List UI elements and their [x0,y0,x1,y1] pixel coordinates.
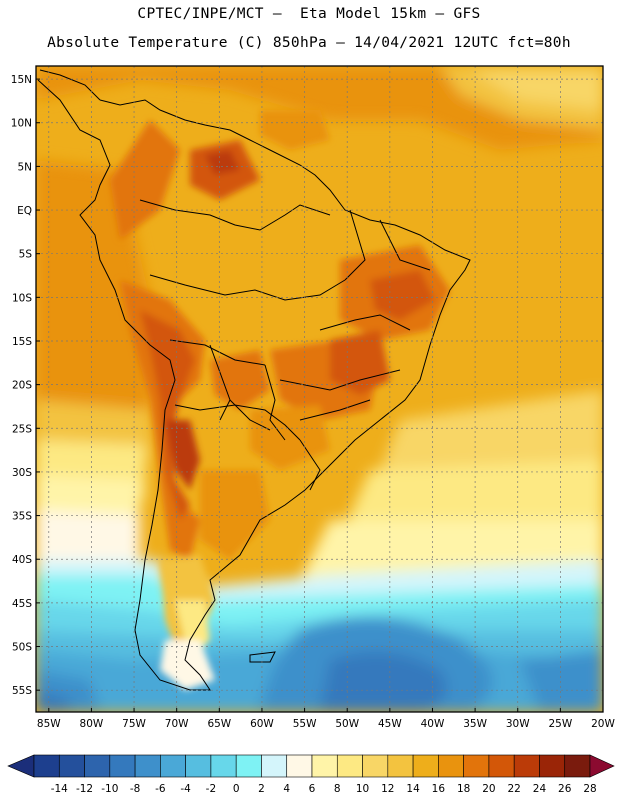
colorbar-swatch [286,754,313,778]
longitude-tick-label: 50W [335,718,359,730]
colorbar-swatch [463,754,490,778]
country-borders [37,69,471,691]
colorbar-swatch [488,754,515,778]
latitude-tick-label: 20S [12,380,32,392]
colorbar-swatch [261,754,288,778]
colorbar-tick-label: 22 [507,783,520,795]
latitude-tick-label: 35S [12,511,32,523]
colorbar-tick-label: -2 [206,783,216,795]
longitude-tick-label: 55W [293,718,317,730]
colorbar-swatch [84,754,111,778]
colorbar-swatch [160,754,186,778]
colorbar-tick-label: 16 [432,783,446,795]
colorbar-tick-label: 14 [406,783,420,795]
latitude-tick-label: 45S [12,598,32,610]
colorbar-swatch [412,754,439,778]
colorbar-swatch [336,754,363,778]
longitude-tick-label: 75W [122,718,146,730]
longitude-tick-label: 30W [506,718,530,730]
longitude-tick-label: 70W [165,718,189,730]
longitude-tick-label: 85W [37,718,61,730]
colorbar-low-arrow [7,754,35,778]
colorbar-tick-label: -12 [76,783,93,795]
colorbar-swatch [58,754,85,778]
latitude-tick-label: 5N [17,161,32,173]
latitude-tick-label: 30S [12,467,32,479]
longitude-tick-label: 45W [378,718,402,730]
colorbar-swatch [362,754,389,778]
longitude-tick-label: 35W [463,718,487,730]
latitude-tick-label: 50S [12,642,32,654]
colorbar-tick-label: 4 [283,783,290,795]
colorbar-swatch [185,754,212,778]
colorbar-tick-label: -4 [180,783,191,795]
colorbar-tick-label: 18 [457,783,470,795]
latitude-tick-label: 10N [11,118,32,130]
temperature-field [36,66,603,712]
longitude-tick-label: 40W [421,718,445,730]
colorbar-tick-label: -6 [155,783,166,795]
colorbar-swatch [210,754,237,778]
longitude-tick-label: 65W [207,718,231,730]
chart-title-line2: Absolute Temperature (C) 850hPa – 14/04/… [47,35,571,51]
colorbar-swatch [235,754,262,778]
longitude-tick-label: 20W [591,718,615,730]
colorbar-tick-label: -8 [130,783,140,795]
colorbar-swatch [513,754,540,778]
longitude-tick-label: 80W [80,718,104,730]
colorbar-tick-label: 2 [258,783,265,795]
colorbar-labels: -14 -12 -10 -8 -6 -4 -2 0 2 4 6 8 10 12 14 16 18 20 22 24 26… [51,783,597,795]
colorbar-swatch [539,754,566,778]
colorbar-swatch [109,754,136,778]
chart-title-line1: CPTEC/INPE/MCT – Eta Model 15km – GFS [137,6,481,22]
latitude-tick-label: 15S [12,336,32,348]
colorbar-tick-label: 10 [356,783,369,795]
latitude-axis: 15N 10N 5N EQ 5S 10S 15S 20S 25S 30S 35S 40S 45S 50S 5… [11,74,40,697]
colorbar-tick-label: 24 [533,783,547,795]
latitude-tick-label: 55S [12,685,32,697]
colorbar-tick-label: 26 [558,783,572,795]
colorbar-swatch [33,754,60,778]
colorbar-high-arrow [589,754,615,778]
latitude-tick-label: 5S [19,249,33,261]
colorbar-tick-label: 0 [233,783,240,795]
latitude-tick-label: 40S [12,554,32,566]
colorbar-swatch [134,754,161,778]
latitude-tick-label: EQ [17,205,32,217]
map-frame [35,65,604,713]
colorbar-swatch [438,754,464,778]
colorbar-tick-label: 6 [309,783,316,795]
latitude-tick-label: 10S [12,292,32,304]
longitude-tick-label: 25W [548,718,572,730]
latitude-tick-label: 15N [11,74,32,86]
latitude-tick-label: 25S [12,423,32,435]
colorbar-tick-label: 8 [334,783,341,795]
colorbar-tick-label: -10 [101,783,118,795]
colorbar-swatch [311,754,338,778]
colorbar-tick-label: 12 [381,783,394,795]
colorbar-tick-label: -14 [51,783,68,795]
longitude-axis: 85W 80W 75W 70W 65W 60W 55W 50W 45W 40W 35W 30W 25W 2… [37,708,615,730]
colorbar [7,754,615,778]
colorbar-tick-label: 28 [583,783,596,795]
colorbar-tick-label: 20 [482,783,495,795]
colorbar-swatch [387,754,414,778]
colorbar-swatch [564,754,591,778]
longitude-tick-label: 60W [250,718,274,730]
